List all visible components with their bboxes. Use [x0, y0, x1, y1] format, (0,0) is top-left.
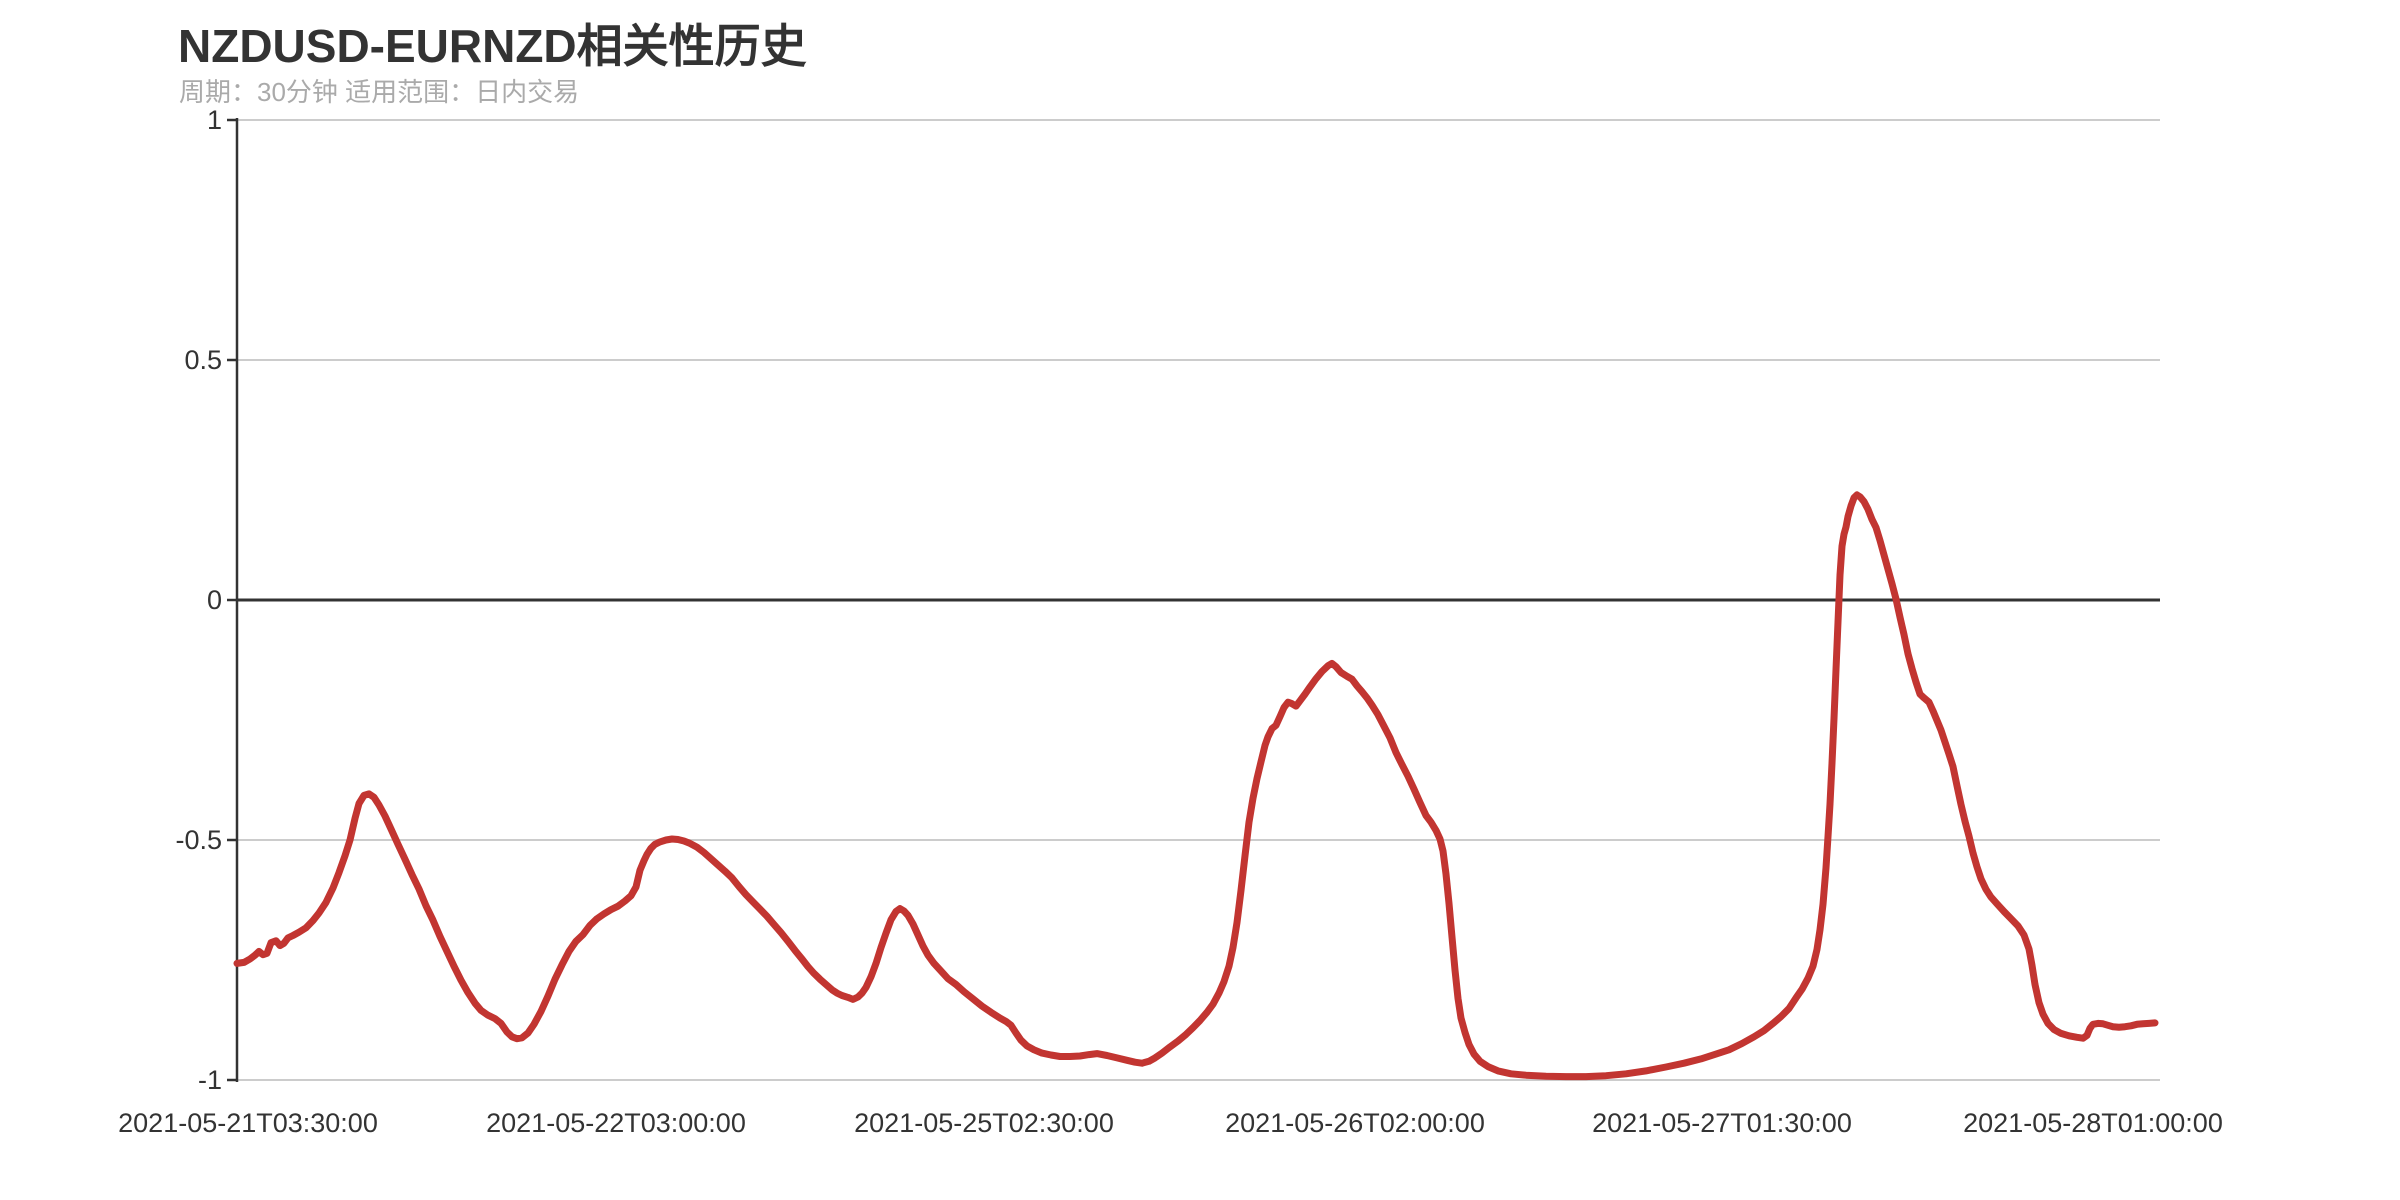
correlation-series-line[interactable]: [233, 491, 2159, 1081]
x-axis-tick-label: 2021-05-28T01:00:00: [1963, 1108, 2223, 1138]
y-axis-tick-label: -1: [198, 1065, 222, 1095]
x-axis-tick-label: 2021-05-22T03:00:00: [486, 1108, 746, 1138]
y-axis-tick-label: 0: [207, 585, 222, 615]
chart-subtitle: 周期：30分钟 适用范围：日内交易: [179, 77, 580, 107]
y-axis-tick-label: -0.5: [175, 825, 222, 855]
y-axis-tick-label: 1: [207, 105, 222, 135]
y-axis-tick-label: 0.5: [184, 345, 222, 375]
x-axis-tick-label: 2021-05-26T02:00:00: [1225, 1108, 1485, 1138]
x-axis-tick-label: 2021-05-25T02:30:00: [854, 1108, 1114, 1138]
x-axis-tick-label: 2021-05-21T03:30:00: [118, 1108, 378, 1138]
x-axis-tick-label: 2021-05-27T01:30:00: [1592, 1108, 1852, 1138]
chart-title: NZDUSD-EURNZD相关性历史: [178, 20, 807, 72]
